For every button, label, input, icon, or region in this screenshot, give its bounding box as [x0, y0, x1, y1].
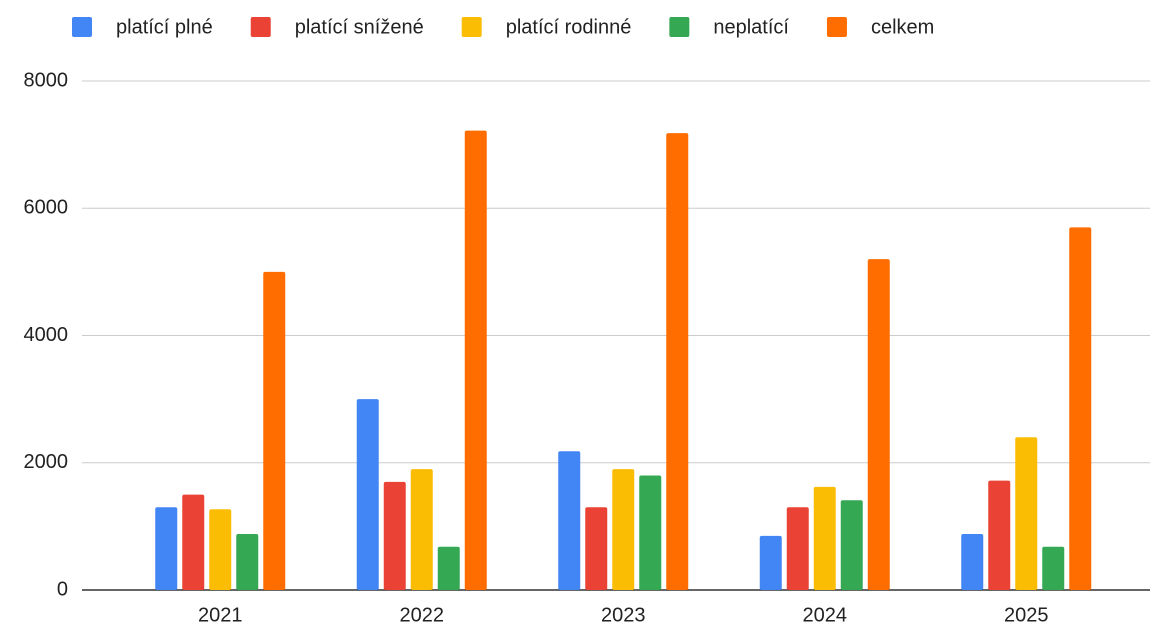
bar: [410, 469, 433, 590]
bar: [867, 259, 890, 590]
y-tick-label: 0: [57, 578, 68, 600]
bar: [464, 130, 487, 590]
bar: [585, 507, 608, 590]
bar: [759, 535, 782, 590]
y-tick-label: 2000: [24, 451, 69, 473]
x-tick-label: 2021: [198, 604, 243, 626]
bar: [383, 481, 406, 590]
legend-label: neplatící: [713, 16, 789, 38]
y-tick-label: 8000: [24, 69, 69, 91]
bar: [840, 500, 863, 590]
bar: [612, 469, 635, 590]
bar: [961, 534, 984, 590]
legend-label: platící snížené: [295, 16, 424, 38]
bar: [209, 509, 232, 590]
legend-swatch: [250, 17, 271, 37]
bar: [182, 494, 205, 590]
bar: [558, 451, 581, 590]
bar: [356, 399, 379, 590]
x-tick-label: 2024: [803, 604, 848, 626]
bar: [639, 475, 662, 590]
legend-label: celkem: [871, 16, 934, 38]
bar: [155, 507, 178, 590]
y-tick-label: 6000: [24, 197, 69, 219]
bar: [437, 546, 460, 590]
x-tick-label: 2025: [1004, 604, 1049, 626]
bar: [666, 133, 689, 591]
bar: [813, 486, 836, 590]
bar: [263, 271, 286, 590]
bar: [236, 534, 259, 590]
x-tick-label: 2023: [601, 604, 646, 626]
y-tick-label: 4000: [24, 324, 69, 346]
bar: [1042, 546, 1065, 590]
legend-label: platící plné: [116, 16, 213, 38]
legend-swatch: [826, 17, 847, 37]
legend-label: platící rodinné: [506, 16, 632, 38]
x-tick-label: 2022: [400, 604, 445, 626]
bar: [786, 507, 809, 590]
legend-swatch: [461, 17, 482, 37]
bar: [988, 480, 1011, 590]
legend-swatch: [669, 17, 690, 37]
bar: [1015, 437, 1038, 590]
bar: [1069, 227, 1092, 590]
legend-swatch: [72, 17, 92, 37]
